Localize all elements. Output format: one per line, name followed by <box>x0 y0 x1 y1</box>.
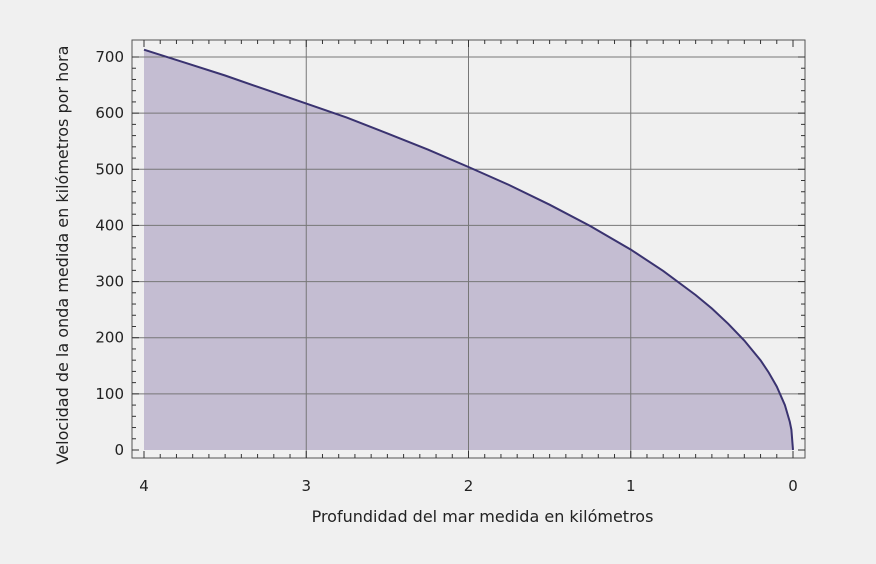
x-tick-label: 4 <box>139 477 149 495</box>
x-axis-label: Profundidad del mar medida en kilómetros <box>312 507 654 526</box>
y-tick-label: 700 <box>95 48 124 66</box>
series-line <box>143 48 794 451</box>
x-tick-label: 2 <box>464 477 474 495</box>
y-tick-label: 500 <box>95 160 124 178</box>
y-tick-label: 100 <box>95 385 124 403</box>
y-axis-label: Velocidad de la onda medida en kilómetro… <box>53 46 72 465</box>
line-layer <box>143 48 794 451</box>
x-tick-label: 0 <box>788 477 798 495</box>
x-tick-label: 1 <box>626 477 636 495</box>
y-tick-label: 0 <box>114 441 124 459</box>
y-tick-label: 200 <box>95 329 124 347</box>
x-tick-label: 3 <box>301 477 311 495</box>
tick-label-layer: 0 100 200 300 400 500 600 700 4 3 2 1 0 <box>95 48 797 495</box>
tick-layer <box>132 40 805 458</box>
y-tick-label: 600 <box>95 104 124 122</box>
y-tick-label: 400 <box>95 216 124 234</box>
y-tick-label: 300 <box>95 273 124 291</box>
